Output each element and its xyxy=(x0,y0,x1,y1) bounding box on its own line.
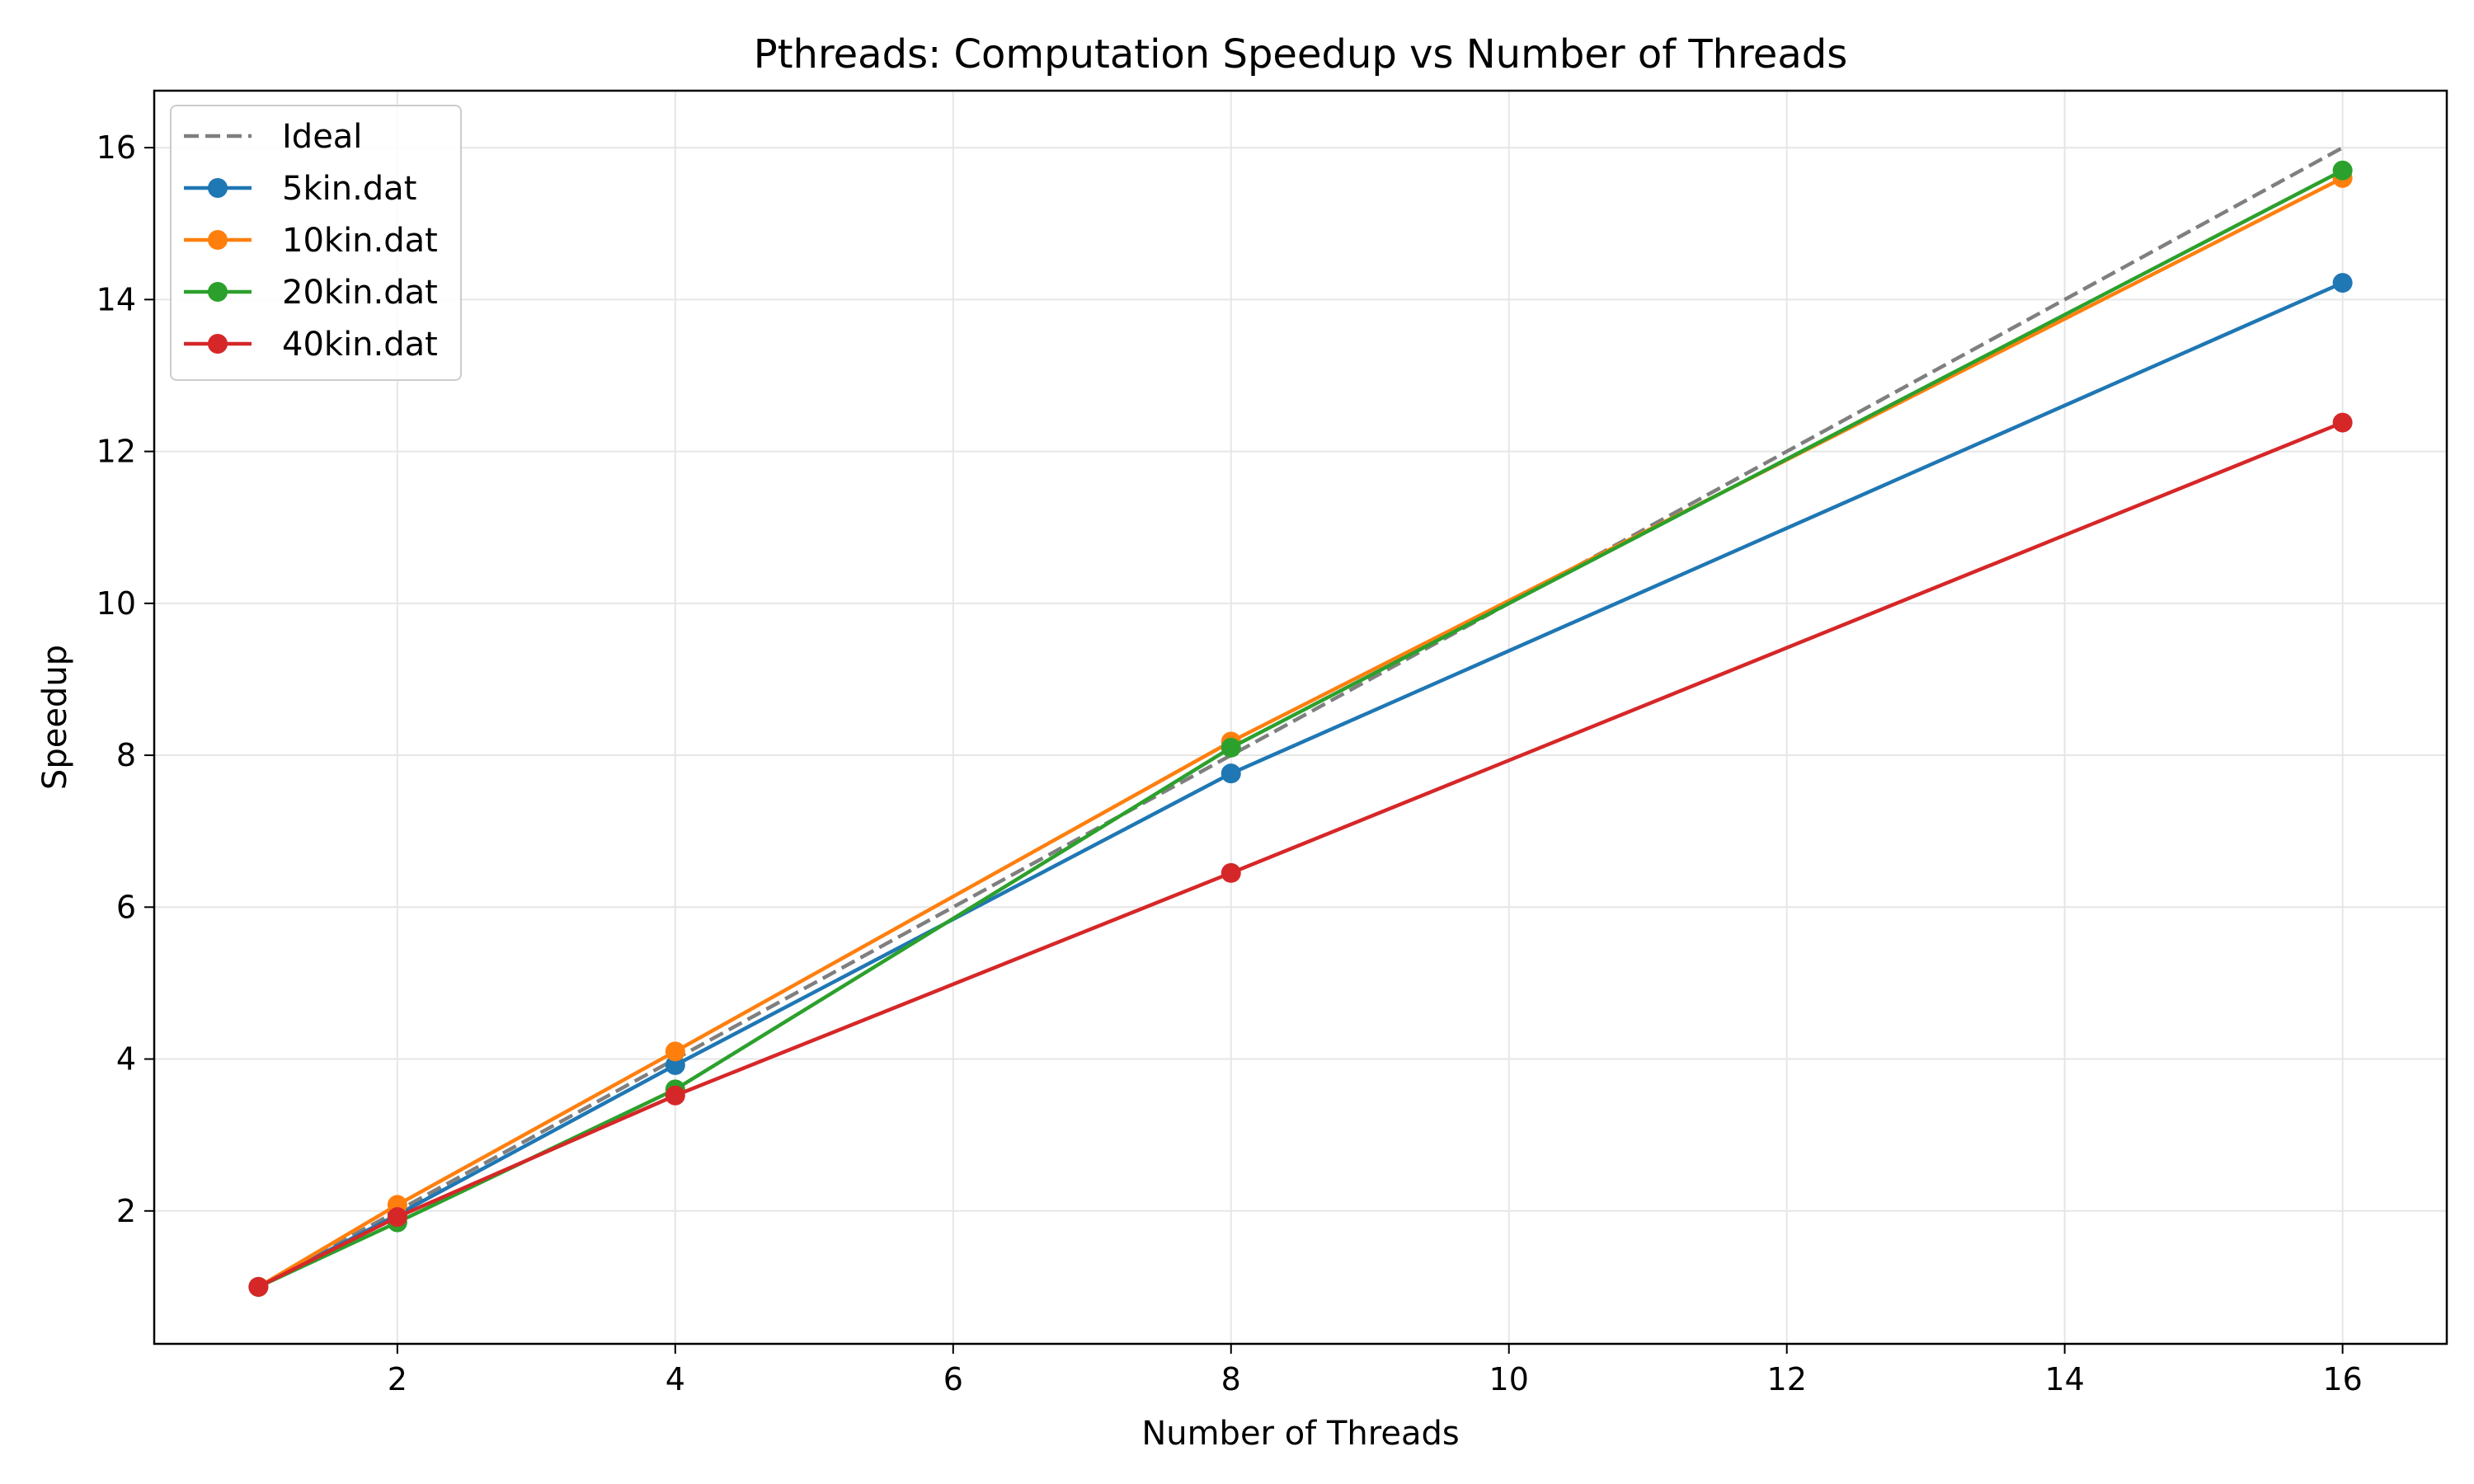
y-tick-label: 6 xyxy=(116,889,136,925)
chart-title: Pthreads: Computation Speedup vs Number … xyxy=(754,31,1847,77)
legend-entry: 5kin.dat xyxy=(184,170,416,208)
series-layer xyxy=(248,146,2353,1297)
series-40kin-dat xyxy=(248,412,2353,1297)
legend-marker xyxy=(208,334,228,354)
legend-marker xyxy=(208,178,228,198)
y-axis-label: Speedup xyxy=(36,645,74,790)
legend-label: Ideal xyxy=(282,118,362,156)
data-point xyxy=(665,1041,685,1062)
data-point xyxy=(665,1054,685,1075)
data-point xyxy=(2332,160,2353,181)
legend-marker xyxy=(208,230,228,250)
data-point xyxy=(2332,273,2353,294)
x-tick-label: 14 xyxy=(2044,1361,2084,1397)
y-tick-label: 10 xyxy=(96,585,136,622)
legend: Ideal 5kin.dat 10kin.dat 20kin.dat 40kin.dat xyxy=(170,105,462,381)
x-axis-label: Number of Threads xyxy=(1141,1415,1459,1453)
y-tick-label: 4 xyxy=(116,1041,136,1078)
legend-label: 10kin.dat xyxy=(282,222,438,260)
legend-label: 40kin.dat xyxy=(282,326,438,364)
legend-entry: Ideal xyxy=(184,118,362,156)
data-point xyxy=(1221,763,1241,784)
data-point xyxy=(1221,862,1241,883)
y-tick-label: 12 xyxy=(96,434,136,470)
y-tick-label: 14 xyxy=(96,281,136,317)
plot-frame xyxy=(153,89,2448,1345)
legend-marker xyxy=(208,282,228,302)
legend-label: 20kin.dat xyxy=(282,274,438,312)
x-tick-label: 6 xyxy=(943,1361,963,1397)
x-tick-label: 10 xyxy=(1489,1361,1529,1397)
grid xyxy=(154,91,2447,1344)
data-point xyxy=(248,1276,269,1297)
legend-entry: 10kin.dat xyxy=(184,222,438,260)
x-tick-label: 4 xyxy=(666,1361,685,1397)
legend-entry: 20kin.dat xyxy=(184,274,438,312)
y-tick-label: 8 xyxy=(116,737,136,773)
x-tick-label: 8 xyxy=(1221,1361,1241,1397)
x-tick-label: 2 xyxy=(388,1361,407,1397)
data-point xyxy=(1221,737,1241,758)
x-tick-label: 12 xyxy=(1767,1361,1807,1397)
data-point xyxy=(387,1207,407,1228)
y-tick-label: 16 xyxy=(96,129,136,166)
data-point xyxy=(665,1085,685,1106)
legend-entry: 40kin.dat xyxy=(184,326,438,364)
legend-label: 5kin.dat xyxy=(282,170,416,208)
legend-box xyxy=(170,105,462,381)
ticks: 2 4 6 8 10 12 14 16 2 4 6 8 10 12 14 16 xyxy=(96,129,2363,1397)
x-tick-label: 16 xyxy=(2322,1361,2362,1397)
y-tick-label: 2 xyxy=(116,1193,136,1229)
data-point xyxy=(2332,412,2353,433)
